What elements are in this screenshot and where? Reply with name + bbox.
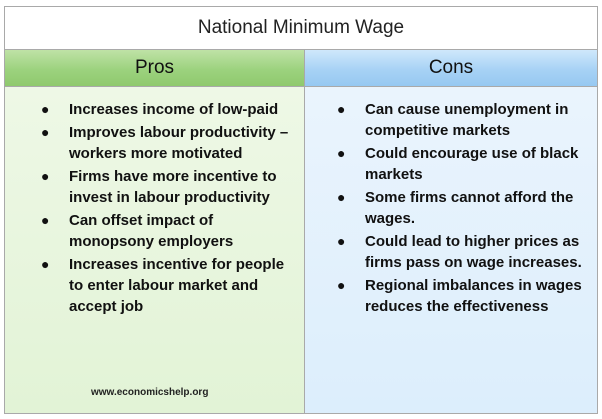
cons-item-text: Could lead to higher prices as firms pas… xyxy=(365,233,582,271)
pros-item-text: Improves labour productivity – workers m… xyxy=(69,124,289,162)
bullet-icon: ● xyxy=(41,124,50,140)
source-footer: www.economicshelp.org xyxy=(91,387,209,398)
pros-item: ● Improves labour productivity – workers … xyxy=(41,122,301,164)
cons-list: ● Can cause unemployment in competitive m… xyxy=(337,99,593,319)
pros-item: ● Can offset impact of monopsony employer… xyxy=(41,210,301,252)
pros-item-text: Increases incentive for people to enter … xyxy=(69,256,285,315)
bullet-icon: ● xyxy=(337,189,346,205)
pros-column: ● Increases income of low-paid ● Improves … xyxy=(5,87,305,413)
bullet-icon: ● xyxy=(337,233,346,249)
bullet-icon: ● xyxy=(41,168,50,184)
bullet-icon: ● xyxy=(337,277,346,293)
cons-header: Cons xyxy=(305,50,597,87)
cons-column: ● Can cause unemployment in competitive m… xyxy=(305,87,597,413)
bullet-icon: ● xyxy=(41,101,50,117)
pros-item-text: Increases income of low-paid xyxy=(69,101,279,118)
bullet-icon: ● xyxy=(337,145,346,161)
bullet-icon: ● xyxy=(41,256,50,272)
pros-list: ● Increases income of low-paid ● Improves … xyxy=(41,99,301,319)
bullet-icon: ● xyxy=(337,101,346,117)
cons-item: ● Some firms cannot afford the wages. xyxy=(337,187,593,229)
pros-item: ● Increases incentive for people to enter… xyxy=(41,254,301,317)
pros-item: ● Increases income of low-paid xyxy=(41,99,301,120)
pros-header: Pros xyxy=(5,50,305,87)
cons-item-text: Regional imbalances in wages reduces the… xyxy=(365,277,582,315)
cons-item-text: Some firms cannot afford the wages. xyxy=(365,189,574,227)
cons-item: ● Can cause unemployment in competitive m… xyxy=(337,99,593,141)
pros-item-text: Can offset impact of monopsony employers xyxy=(69,212,234,250)
cons-item-text: Can cause unemployment in competitive ma… xyxy=(365,101,569,139)
cons-item: ● Regional imbalances in wages reduces th… xyxy=(337,275,593,317)
comparison-table: National Minimum Wage Pros Cons ● Increas… xyxy=(4,6,598,414)
bullet-icon: ● xyxy=(41,212,50,228)
pros-item-text: Firms have more incentive to invest in l… xyxy=(69,168,277,206)
cons-item-text: Could encourage use of black markets xyxy=(365,145,579,183)
table-title: National Minimum Wage xyxy=(5,7,597,50)
cons-item: ● Could lead to higher prices as firms pa… xyxy=(337,231,593,273)
pros-item: ● Firms have more incentive to invest in … xyxy=(41,166,301,208)
cons-item: ● Could encourage use of black markets xyxy=(337,143,593,185)
